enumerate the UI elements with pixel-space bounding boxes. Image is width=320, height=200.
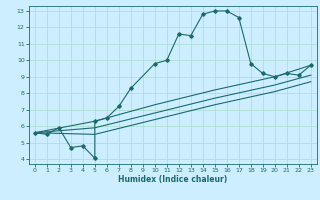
X-axis label: Humidex (Indice chaleur): Humidex (Indice chaleur) xyxy=(118,175,228,184)
